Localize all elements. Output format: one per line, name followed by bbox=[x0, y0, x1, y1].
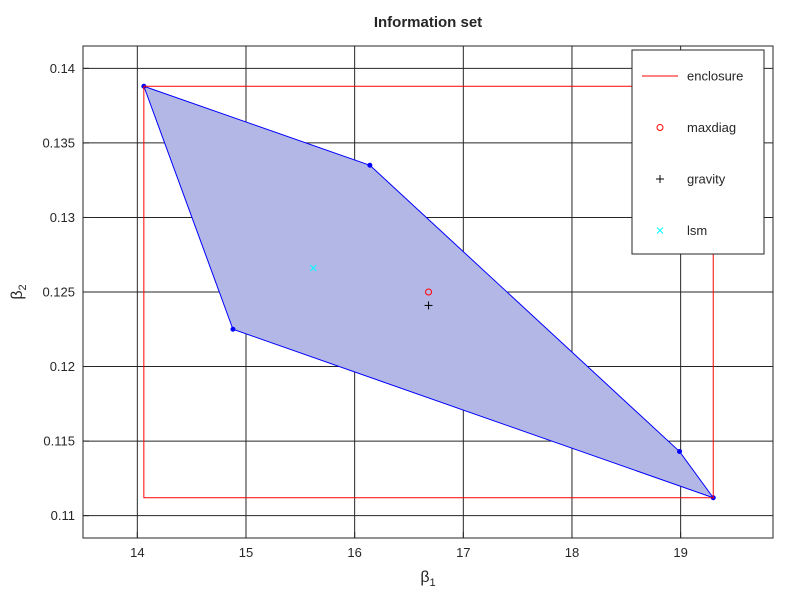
lsm-marker-d2 bbox=[310, 264, 317, 272]
y-tick-label-1: 0.115 bbox=[43, 434, 75, 449]
x-tick-label-1: 15 bbox=[239, 545, 253, 560]
information-set-polygon bbox=[143, 85, 715, 499]
x-tick-label-4: 18 bbox=[565, 545, 579, 560]
y-axis-label-subscript: 2 bbox=[17, 284, 29, 290]
vertex-point-4 bbox=[230, 326, 236, 332]
y-axis-label: β2 bbox=[9, 284, 29, 299]
y-tick-label-0: 0.11 bbox=[51, 508, 75, 523]
x-axis-label-base: β bbox=[420, 569, 429, 586]
legend-swatch-lsm-d2 bbox=[656, 227, 664, 234]
x-tick-label-0: 14 bbox=[130, 545, 144, 560]
x-axis-label-subscript: 1 bbox=[430, 577, 436, 589]
y-tick-label-3: 0.125 bbox=[42, 285, 75, 300]
y-tick-label-6: 0.14 bbox=[50, 61, 75, 76]
legend-swatch-lsm bbox=[656, 227, 664, 234]
legend-label-enclosure: enclosure bbox=[687, 69, 743, 84]
legend-label-maxdiag: maxdiag bbox=[687, 120, 736, 135]
y-axis-ticks: 0.11 0.115 0.12 0.125 0.13 0.135 0.14 bbox=[42, 61, 89, 523]
x-axis-ticks: 14 15 16 17 18 19 bbox=[130, 532, 688, 560]
gravity-marker bbox=[424, 301, 433, 310]
y-tick-label-4: 0.13 bbox=[50, 210, 75, 225]
maxdiag-marker bbox=[425, 288, 433, 296]
chart-title: Information set bbox=[374, 14, 482, 31]
x-tick-label-2: 16 bbox=[347, 545, 361, 560]
x-tick-label-5: 19 bbox=[673, 545, 687, 560]
y-tick-label-5: 0.135 bbox=[42, 135, 75, 150]
series-layer bbox=[143, 85, 714, 499]
legend-swatch-maxdiag bbox=[656, 124, 664, 131]
legend-swatch-gravity bbox=[656, 175, 664, 183]
y-tick-label-2: 0.12 bbox=[50, 359, 75, 374]
information-set-layer bbox=[141, 83, 716, 501]
y-axis-label-base: β bbox=[9, 290, 26, 299]
legend-label-lsm: lsm bbox=[687, 223, 707, 238]
legend-box bbox=[631, 49, 765, 255]
vertex-point-1 bbox=[367, 162, 373, 168]
x-tick-label-3: 17 bbox=[456, 545, 470, 560]
legend-label-gravity: gravity bbox=[687, 172, 726, 187]
enclosure-rectangle bbox=[143, 85, 714, 499]
x-axis-label: β1 bbox=[420, 569, 435, 589]
vertex-point-2 bbox=[677, 449, 683, 455]
legend: enclosure maxdiag gravity lsm bbox=[631, 49, 765, 255]
lsm-marker bbox=[310, 264, 317, 272]
